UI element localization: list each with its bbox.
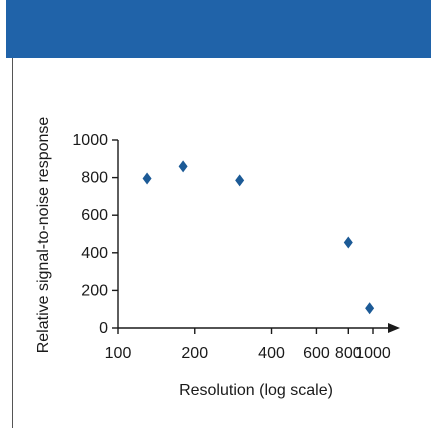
y-tick-label: 800 bbox=[81, 170, 108, 187]
y-tick-label: 1000 bbox=[72, 132, 108, 149]
data-point bbox=[178, 160, 188, 173]
x-tick-label: 1000 bbox=[355, 345, 391, 362]
y-tick-label: 400 bbox=[81, 245, 108, 262]
data-point bbox=[343, 236, 353, 249]
x-tick-label: 600 bbox=[303, 345, 330, 362]
frame-left-border bbox=[12, 58, 13, 428]
figure-frame bbox=[6, 0, 431, 428]
data-points bbox=[142, 160, 375, 315]
x-tick-label: 400 bbox=[258, 345, 285, 362]
x-axis-arrow bbox=[388, 323, 400, 333]
data-point bbox=[365, 302, 375, 315]
y-tick-label: 0 bbox=[99, 320, 108, 337]
data-point bbox=[235, 174, 245, 187]
y-tick-label: 600 bbox=[81, 207, 108, 224]
x-tick-label: 800 bbox=[335, 345, 362, 362]
x-tick-label: 100 bbox=[105, 345, 132, 362]
data-point bbox=[142, 172, 152, 185]
y-tick-label: 200 bbox=[81, 282, 108, 299]
y-axis: 0 200 400 600 800 1000 bbox=[72, 132, 119, 337]
header-bar bbox=[6, 0, 431, 58]
x-axis-title: Resolution (log scale) bbox=[179, 382, 333, 399]
y-axis-title: Relative signal-to-noise response bbox=[35, 117, 52, 354]
x-tick-label: 200 bbox=[181, 345, 208, 362]
